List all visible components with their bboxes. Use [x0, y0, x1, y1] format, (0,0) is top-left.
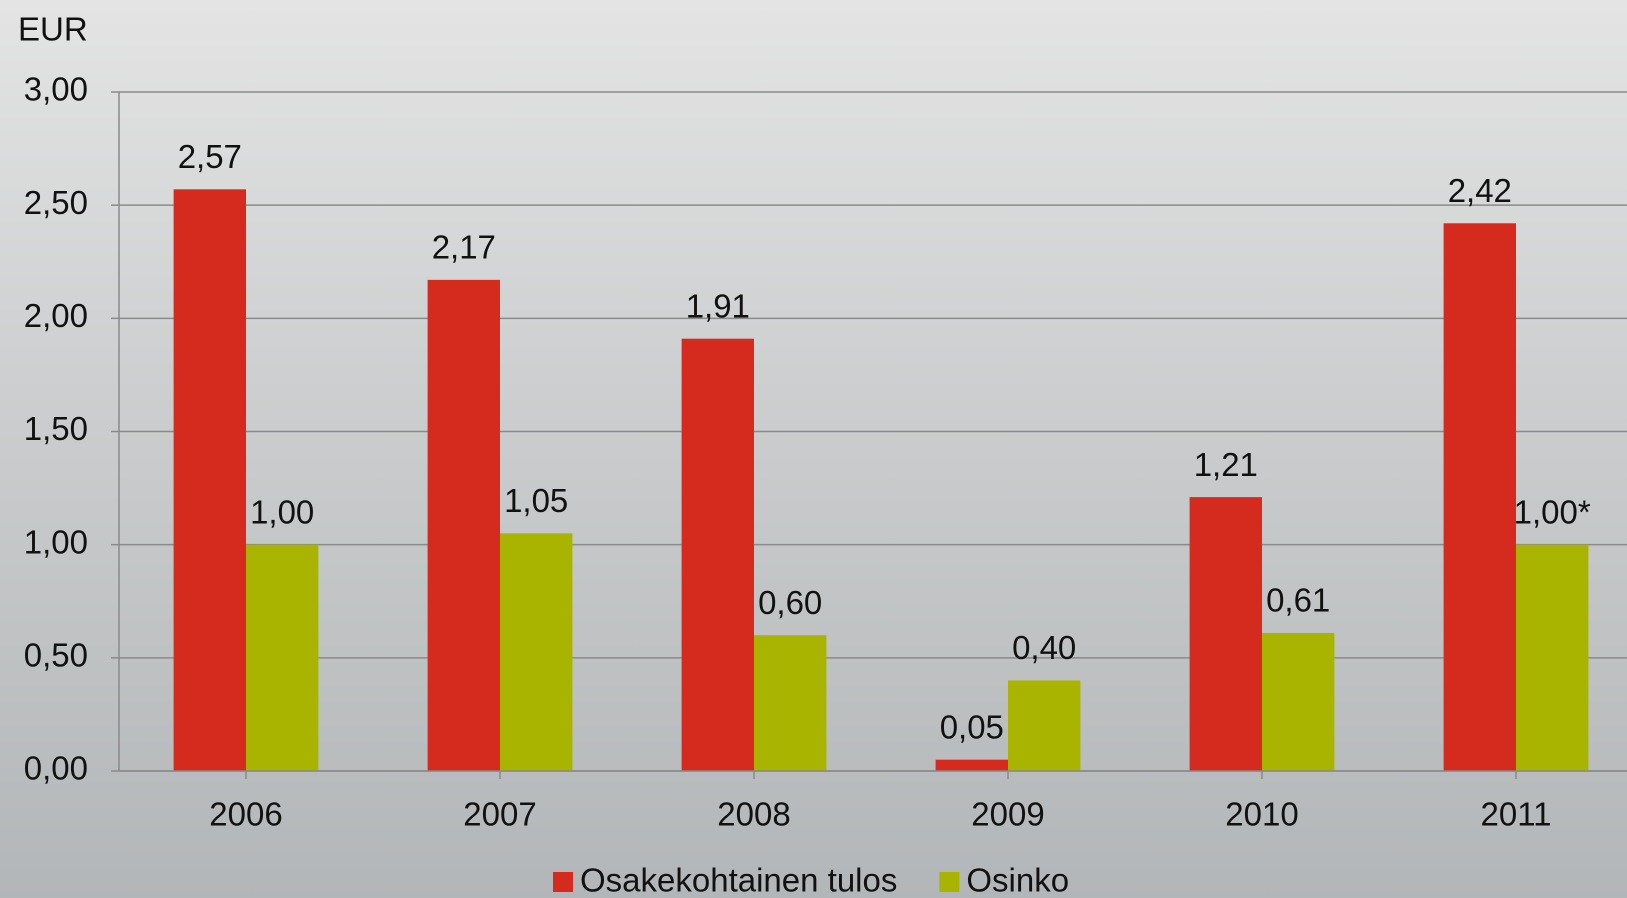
x-tick-label: 2006 [209, 796, 282, 833]
bar [173, 189, 246, 771]
value-label: 2,17 [432, 229, 496, 266]
x-tick-label: 2011 [1481, 796, 1552, 833]
bar [1189, 497, 1262, 771]
bar [500, 533, 573, 771]
value-label: 0,40 [1012, 629, 1076, 666]
bar [754, 635, 827, 771]
y-axis-label: EUR [18, 11, 88, 48]
value-label: 2,57 [178, 138, 242, 175]
value-label: 1,91 [686, 287, 750, 324]
value-label: 1,05 [504, 482, 568, 519]
legend-swatch [553, 872, 573, 892]
bar [1262, 632, 1335, 771]
bar [1516, 544, 1589, 771]
x-tick-label: 2008 [717, 796, 790, 833]
y-tick-label: 2,50 [24, 184, 88, 221]
bar [427, 279, 500, 771]
value-label: 1,00* [1514, 493, 1591, 530]
value-label: 0,60 [758, 584, 822, 621]
y-tick-label: 3,00 [24, 71, 88, 108]
x-tick-label: 2007 [463, 796, 536, 833]
value-label: 0,05 [940, 708, 1004, 745]
value-label: 1,00 [250, 493, 314, 530]
value-label: 0,61 [1266, 582, 1330, 619]
y-tick-label: 0,50 [24, 637, 88, 674]
bar [1008, 680, 1081, 771]
y-tick-label: 1,00 [24, 523, 88, 560]
value-label: 2,42 [1448, 172, 1512, 209]
legend-label: Osakekohtainen tulos [580, 862, 897, 898]
y-tick-label: 1,50 [24, 410, 88, 447]
value-label: 1,21 [1194, 446, 1258, 483]
legend-swatch [939, 872, 960, 892]
y-tick-label: 0,00 [24, 750, 88, 787]
y-tick-label: 2,00 [24, 297, 88, 334]
x-tick-label: 2009 [971, 796, 1044, 833]
bar [681, 338, 754, 771]
legend-label: Osinko [966, 862, 1069, 898]
x-tick-label: 2010 [1225, 796, 1298, 833]
bar [935, 759, 1008, 771]
bar [246, 544, 319, 771]
bar [1443, 223, 1516, 772]
